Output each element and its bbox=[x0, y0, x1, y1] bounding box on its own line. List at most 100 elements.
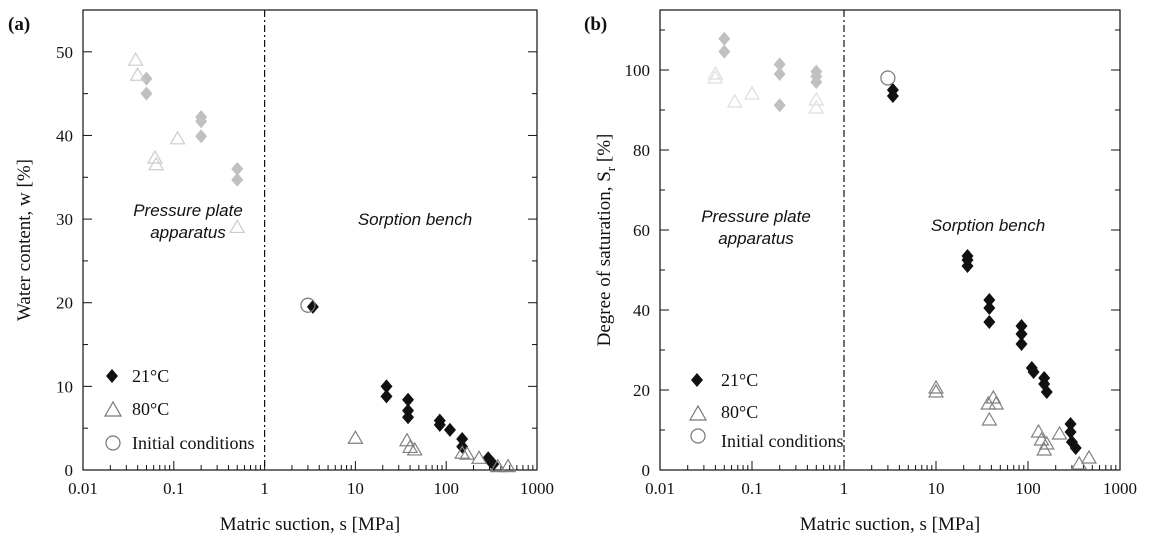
legend-circle-icon-a bbox=[105, 435, 121, 451]
x-tick-label: 10 bbox=[347, 479, 364, 498]
data-point-diamond bbox=[773, 98, 786, 113]
data-point-diamond bbox=[1015, 319, 1028, 333]
y-tick-label: 0 bbox=[65, 461, 74, 480]
data-point-diamond bbox=[140, 86, 153, 101]
data-point-triangle bbox=[1038, 435, 1055, 450]
x-tick-label: 0.1 bbox=[741, 479, 762, 498]
legend-label-80c-b: 80°C bbox=[721, 402, 758, 422]
data-point-triangle bbox=[146, 149, 163, 164]
data-point-triangle bbox=[148, 156, 165, 171]
data-point-triangle bbox=[981, 411, 998, 426]
data-point-triangle bbox=[707, 65, 724, 80]
data-point-diamond bbox=[1064, 417, 1077, 431]
data-point-triangle bbox=[1080, 449, 1098, 464]
panel-a: (a) Matric suction, s [MPa] Water conten… bbox=[8, 9, 554, 535]
x-axis-title-b: Matric suction, s [MPa] bbox=[800, 514, 980, 535]
y-tick-label: 100 bbox=[625, 61, 651, 80]
data-marks-b bbox=[707, 31, 1098, 470]
data-point-triangle bbox=[471, 450, 488, 464]
legend-label-80c-a: 80°C bbox=[132, 399, 169, 419]
data-point-diamond bbox=[306, 299, 319, 314]
data-point-triangle bbox=[1033, 431, 1050, 446]
legend-triangle-icon-a bbox=[103, 400, 123, 417]
legend-circle-icon-b bbox=[690, 428, 706, 444]
x-axis-title-a: Matric suction, s [MPa] bbox=[220, 514, 400, 535]
data-point-diamond bbox=[380, 379, 393, 394]
data-point-triangle bbox=[988, 395, 1005, 410]
data-point-triangle bbox=[985, 389, 1002, 404]
data-point-diamond bbox=[195, 114, 208, 129]
data-point-triangle bbox=[169, 130, 186, 145]
data-point-diamond bbox=[195, 129, 208, 144]
y-axis-title-a: Water content, w [%] bbox=[14, 159, 35, 321]
data-point-diamond bbox=[456, 432, 469, 447]
data-point-diamond bbox=[402, 410, 415, 425]
data-point-circle bbox=[880, 70, 896, 86]
data-point-triangle bbox=[743, 85, 761, 100]
data-point-triangle bbox=[726, 93, 743, 108]
y-tick-label: 80 bbox=[633, 141, 650, 160]
legend-label-21c-a: 21°C bbox=[132, 366, 169, 386]
data-point-diamond bbox=[433, 417, 446, 432]
y-axis-title-b-tail: [%] bbox=[594, 134, 615, 167]
data-point-diamond bbox=[1069, 441, 1082, 455]
data-point-triangle bbox=[402, 439, 419, 454]
data-point-diamond bbox=[1064, 425, 1077, 439]
y-tick-label: 0 bbox=[642, 461, 651, 480]
data-point-diamond bbox=[1015, 327, 1028, 341]
x-ticks-b: 0.01 0.1 1 10 100 1000 bbox=[645, 461, 1137, 498]
data-point-triangle bbox=[406, 441, 423, 456]
y-axis-title-b-sub: r bbox=[603, 166, 618, 171]
region-label-sorption-bench-b: Sorption bench bbox=[931, 216, 1045, 235]
data-point-diamond bbox=[231, 161, 244, 176]
data-point-diamond bbox=[773, 57, 786, 72]
data-point-diamond bbox=[886, 89, 899, 103]
x-tick-label: 100 bbox=[1015, 479, 1041, 498]
legend-diamond-icon-a bbox=[106, 369, 118, 383]
region-label-pressure-plate-b-line1: Pressure plate bbox=[701, 207, 811, 226]
data-point-triangle bbox=[500, 458, 517, 473]
data-point-diamond bbox=[718, 44, 731, 59]
y-ticks-a: 0 10 20 30 40 50 bbox=[56, 9, 537, 480]
y-tick-label: 10 bbox=[56, 377, 73, 396]
x-tick-label: 1 bbox=[840, 479, 849, 498]
data-point-triangle bbox=[808, 91, 825, 106]
data-point-diamond bbox=[380, 389, 393, 404]
data-point-diamond bbox=[983, 301, 996, 315]
y-tick-label: 60 bbox=[633, 221, 650, 240]
data-point-diamond bbox=[1027, 365, 1040, 379]
x-tick-label: 100 bbox=[433, 479, 459, 498]
legend-triangle-icon-b bbox=[688, 404, 708, 421]
x-tick-label: 10 bbox=[928, 479, 945, 498]
y-tick-label: 40 bbox=[633, 301, 650, 320]
x-tick-label: 0.01 bbox=[645, 479, 675, 498]
panel-b: (b) Matric suction, s [MPa] Degree of sa… bbox=[584, 9, 1137, 535]
data-point-triangle bbox=[129, 67, 146, 81]
data-point-triangle bbox=[1051, 425, 1068, 440]
plot-frame-a bbox=[82, 9, 538, 471]
legend-b: 21°C 80°C Initial conditions bbox=[688, 370, 843, 451]
data-point-diamond bbox=[487, 457, 500, 472]
panel-label-b: (b) bbox=[584, 14, 607, 35]
data-point-triangle bbox=[927, 379, 945, 394]
legend-label-21c-b: 21°C bbox=[721, 370, 758, 390]
y-axis-title-b-main: Degree of saturation, S bbox=[594, 171, 615, 346]
data-point-circle bbox=[300, 297, 316, 313]
y-tick-label: 20 bbox=[56, 294, 73, 313]
x-ticks-a: 0.01 0.1 1 10 100 1000 bbox=[68, 461, 554, 498]
legend-label-initial-b: Initial conditions bbox=[721, 431, 843, 451]
legend-a: 21°C 80°C Initial conditions bbox=[103, 366, 254, 453]
x-tick-label: 1000 bbox=[520, 479, 554, 498]
data-point-diamond bbox=[773, 67, 786, 81]
y-ticks-b: 0 20 40 60 80 100 bbox=[625, 29, 1120, 480]
y-tick-label: 30 bbox=[56, 210, 73, 229]
data-point-diamond bbox=[983, 293, 996, 307]
data-point-diamond bbox=[402, 392, 415, 407]
region-label-sorption-bench-a: Sorption bench bbox=[358, 210, 472, 229]
data-point-diamond bbox=[140, 71, 153, 86]
data-point-triangle bbox=[127, 51, 144, 66]
data-point-triangle bbox=[927, 383, 945, 398]
data-point-diamond bbox=[1015, 337, 1028, 351]
data-point-diamond bbox=[1040, 385, 1053, 399]
